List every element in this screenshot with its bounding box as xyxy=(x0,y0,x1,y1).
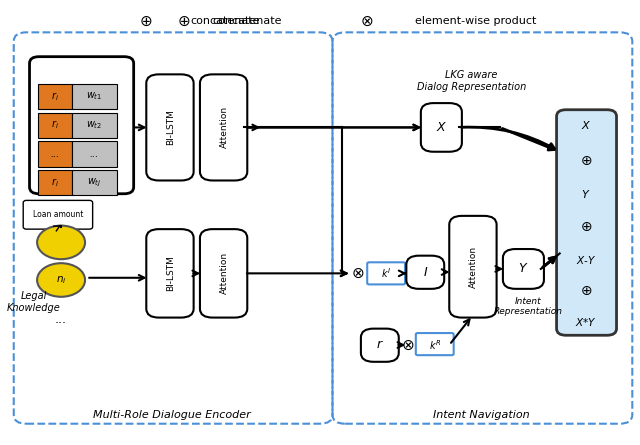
Text: Intent
Representation: Intent Representation xyxy=(493,297,563,316)
Text: Multi-Role Dialogue Encoder: Multi-Role Dialogue Encoder xyxy=(93,410,250,420)
FancyBboxPatch shape xyxy=(29,57,134,194)
FancyBboxPatch shape xyxy=(557,110,616,335)
Text: Intent Navigation: Intent Navigation xyxy=(433,410,529,420)
Text: ⊗: ⊗ xyxy=(361,14,374,29)
Text: $X$: $X$ xyxy=(436,121,447,134)
Text: $I$: $I$ xyxy=(422,266,428,279)
Text: ⊗: ⊗ xyxy=(402,337,415,352)
Text: ⊕: ⊕ xyxy=(580,284,592,298)
Bar xyxy=(38,141,72,166)
Text: $w_{t1}$: $w_{t1}$ xyxy=(86,90,102,102)
Bar xyxy=(38,84,72,109)
Text: $k^I$: $k^I$ xyxy=(381,267,391,280)
FancyBboxPatch shape xyxy=(361,329,399,362)
Text: ...: ... xyxy=(90,149,99,158)
Text: $r$: $r$ xyxy=(376,339,384,352)
Text: ⊗: ⊗ xyxy=(351,266,364,281)
Text: $r_i$: $r_i$ xyxy=(51,90,59,102)
FancyBboxPatch shape xyxy=(416,333,454,355)
FancyBboxPatch shape xyxy=(449,216,497,318)
Text: $w_{tj}$: $w_{tj}$ xyxy=(87,176,102,189)
FancyBboxPatch shape xyxy=(367,262,405,284)
Text: $X$*$Y$: $X$*$Y$ xyxy=(575,316,597,328)
Text: concatenate: concatenate xyxy=(191,16,260,26)
FancyBboxPatch shape xyxy=(200,229,247,318)
Text: $n_i$: $n_i$ xyxy=(56,274,67,286)
Text: BI-LSTM: BI-LSTM xyxy=(166,255,175,291)
Circle shape xyxy=(37,263,85,297)
Text: $Y$: $Y$ xyxy=(518,263,529,275)
Text: $X$-$Y$: $X$-$Y$ xyxy=(576,254,596,266)
Text: Legal
Knowledge: Legal Knowledge xyxy=(7,291,61,313)
Text: Attention: Attention xyxy=(468,246,477,288)
FancyBboxPatch shape xyxy=(147,229,194,318)
Text: $r_i$: $r_i$ xyxy=(51,176,59,189)
FancyBboxPatch shape xyxy=(200,74,247,181)
Text: $r_i$: $r_i$ xyxy=(51,118,59,131)
Circle shape xyxy=(37,226,85,259)
Text: Attention: Attention xyxy=(220,106,228,149)
Text: ⊕: ⊕ xyxy=(580,154,592,168)
Text: $Y$: $Y$ xyxy=(582,188,591,200)
Bar xyxy=(72,113,116,138)
Text: ⊕: ⊕ xyxy=(140,14,153,29)
Bar xyxy=(72,170,116,195)
Text: ...: ... xyxy=(55,313,67,326)
FancyBboxPatch shape xyxy=(503,249,544,289)
Text: Loan amount: Loan amount xyxy=(33,210,83,219)
Text: ⊕: ⊕ xyxy=(178,14,191,29)
Text: ...: ... xyxy=(51,149,60,158)
Text: $k^R$: $k^R$ xyxy=(429,338,441,352)
Text: BI-LSTM: BI-LSTM xyxy=(166,109,175,146)
Bar xyxy=(38,113,72,138)
Text: $X$: $X$ xyxy=(581,119,591,131)
Text: Attention: Attention xyxy=(220,252,228,295)
FancyBboxPatch shape xyxy=(147,74,194,181)
FancyBboxPatch shape xyxy=(421,103,462,152)
Text: $w_{t2}$: $w_{t2}$ xyxy=(86,119,102,131)
FancyBboxPatch shape xyxy=(406,256,444,289)
Bar xyxy=(72,141,116,166)
Bar xyxy=(72,84,116,109)
Text: LKG aware
Dialog Representation: LKG aware Dialog Representation xyxy=(417,70,526,92)
Bar xyxy=(38,170,72,195)
Text: element-wise product: element-wise product xyxy=(415,16,536,26)
Text: concatenate: concatenate xyxy=(212,16,282,26)
FancyBboxPatch shape xyxy=(23,200,93,229)
Text: ⊕: ⊕ xyxy=(580,220,592,234)
